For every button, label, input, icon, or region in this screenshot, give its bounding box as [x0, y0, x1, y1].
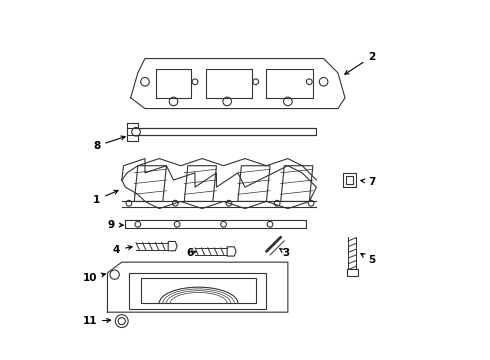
Text: 3: 3 [279, 248, 290, 258]
Text: 9: 9 [107, 220, 123, 230]
Text: 11: 11 [82, 316, 111, 326]
Text: 10: 10 [82, 273, 105, 283]
Text: 6: 6 [186, 248, 196, 258]
Text: 5: 5 [361, 253, 375, 265]
Text: 1: 1 [93, 190, 118, 204]
Text: 7: 7 [361, 177, 375, 187]
Text: 8: 8 [93, 136, 125, 151]
Text: 2: 2 [345, 52, 375, 74]
Text: 4: 4 [113, 245, 132, 255]
